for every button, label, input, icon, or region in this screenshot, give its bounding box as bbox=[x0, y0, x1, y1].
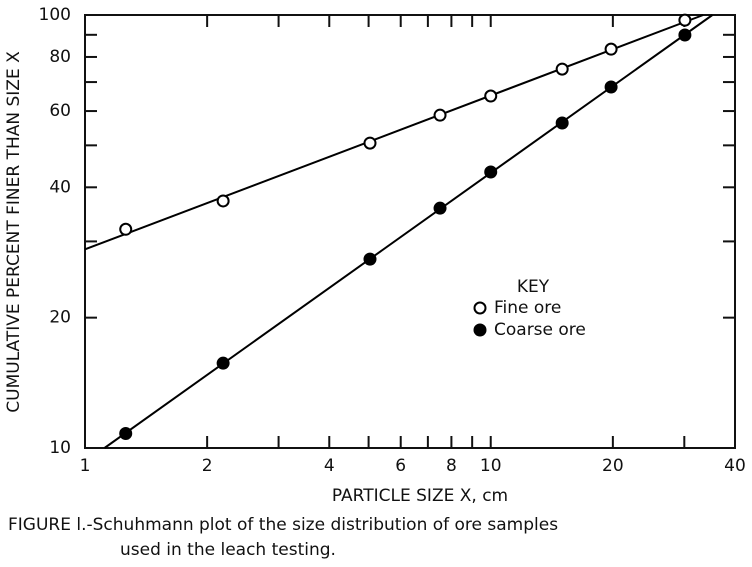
legend-marker bbox=[473, 301, 487, 315]
data-point bbox=[363, 252, 377, 266]
caption: FIGURE l.-Schuhmann plot of the size dis… bbox=[8, 515, 558, 535]
data-point bbox=[678, 13, 692, 27]
x-tick-label: 4 bbox=[324, 456, 335, 476]
data-point bbox=[484, 165, 498, 179]
data-point bbox=[363, 136, 377, 150]
y-axis-label: CUMULATIVE PERCENT FINER THAN SIZE X bbox=[4, 51, 24, 413]
plot-frame bbox=[84, 14, 736, 449]
x-tick-label: 8 bbox=[446, 456, 457, 476]
data-point bbox=[433, 108, 447, 122]
trend-line bbox=[103, 14, 713, 449]
trend-line bbox=[84, 14, 704, 251]
x-tick-label: 40 bbox=[724, 456, 746, 476]
y-tick-label: 40 bbox=[49, 177, 71, 197]
x-tick-label: 2 bbox=[202, 456, 213, 476]
data-point bbox=[555, 116, 569, 130]
data-point bbox=[119, 222, 133, 236]
legend-title: KEY bbox=[517, 277, 550, 297]
y-tick-label: 60 bbox=[49, 101, 71, 121]
y-tick-label: 10 bbox=[49, 438, 71, 458]
data-point bbox=[604, 80, 618, 94]
x-tick-label: 6 bbox=[395, 456, 406, 476]
data-point bbox=[216, 356, 230, 370]
data-point bbox=[678, 28, 692, 42]
x-axis-label: PARTICLE SIZE X, cm bbox=[332, 486, 508, 506]
y-tick-label: 80 bbox=[49, 47, 71, 67]
data-point bbox=[216, 194, 230, 208]
x-tick-label: 1 bbox=[80, 456, 91, 476]
x-tick-label: 20 bbox=[602, 456, 624, 476]
x-tick-label: 10 bbox=[480, 456, 502, 476]
data-point bbox=[555, 62, 569, 76]
data-point bbox=[604, 42, 618, 56]
legend-marker bbox=[473, 323, 487, 337]
caption: used in the leach testing. bbox=[120, 540, 336, 560]
data-point bbox=[433, 201, 447, 215]
legend-label: Fine ore bbox=[494, 298, 561, 318]
data-point bbox=[484, 89, 498, 103]
data-point bbox=[119, 427, 133, 441]
legend-label: Coarse ore bbox=[494, 320, 586, 340]
y-tick-label: 20 bbox=[49, 308, 71, 328]
y-tick-label: 100 bbox=[39, 5, 71, 25]
